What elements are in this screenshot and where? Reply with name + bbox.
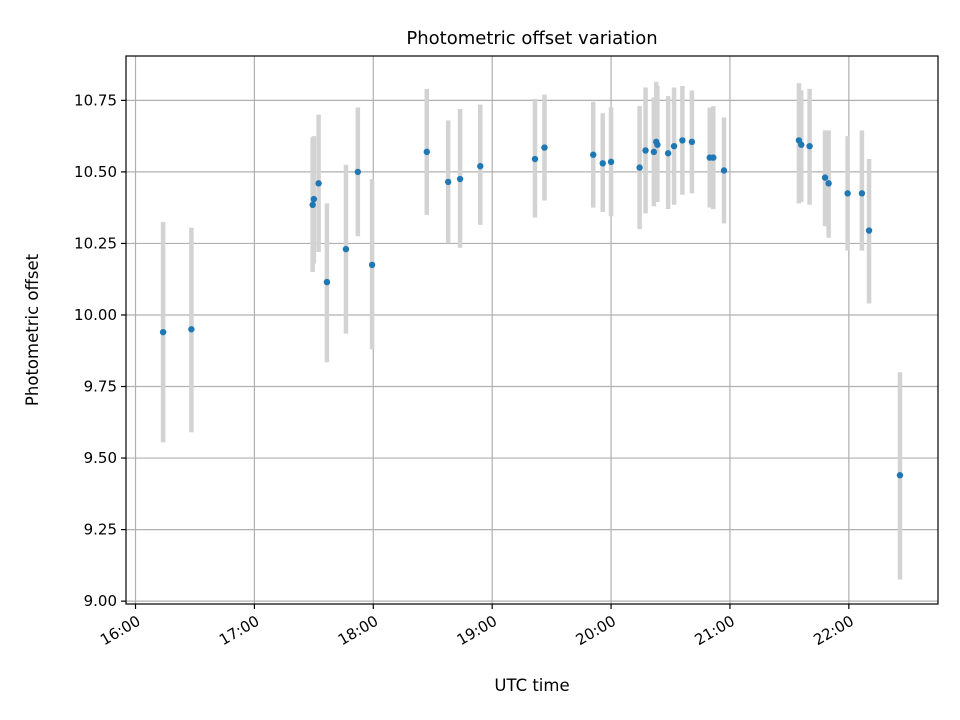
data-point: [710, 154, 717, 161]
data-point: [642, 147, 649, 154]
data-point: [315, 180, 322, 187]
y-tick-label: 10.25: [74, 234, 117, 252]
data-point: [896, 472, 904, 479]
plot-area-frame: [125, 55, 939, 605]
y-tick-label: 9.00: [84, 592, 117, 610]
data-point: [865, 227, 873, 234]
chart-title: Photometric offset variation: [406, 28, 657, 49]
data-point: [636, 164, 643, 171]
data-point: [354, 168, 362, 176]
data-point: [858, 190, 866, 197]
data-point: [541, 144, 548, 151]
data-point: [679, 137, 686, 144]
data-point: [664, 150, 672, 157]
data-point: [477, 162, 484, 170]
data-point: [188, 326, 195, 333]
data-point: [423, 148, 430, 156]
data-point: [456, 175, 464, 183]
data-point: [342, 245, 350, 253]
data-point: [806, 142, 813, 150]
y-tick-label: 9.25: [84, 521, 117, 539]
data-point: [670, 142, 678, 150]
y-tick-label: 10.00: [74, 306, 117, 324]
data-point: [368, 261, 376, 269]
data-point: [323, 278, 331, 286]
data-point: [821, 174, 829, 181]
data-point: [798, 141, 805, 148]
grid: [126, 56, 938, 604]
data-point: [688, 138, 696, 146]
data-points: [159, 137, 904, 479]
data-point: [531, 155, 539, 163]
data-point: [444, 178, 452, 186]
y-tick-label: 10.75: [74, 91, 117, 109]
data-point: [844, 190, 851, 197]
y-axis-ticks: 9.00 9.25 9.50 9.75 10.00 10.25 10.50 10.75: [74, 91, 126, 610]
data-point: [825, 180, 832, 187]
y-axis-label: Photometric offset: [23, 253, 42, 406]
data-point: [720, 167, 728, 174]
x-axis-label: UTC time: [494, 676, 569, 695]
data-point: [654, 141, 661, 148]
data-point: [309, 201, 316, 209]
data-point: [590, 151, 597, 158]
data-point: [159, 328, 167, 336]
data-point: [599, 160, 606, 167]
data-point: [650, 148, 658, 156]
data-point: [607, 158, 615, 166]
y-tick-label: 9.50: [84, 449, 117, 467]
data-point: [310, 195, 318, 203]
y-tick-label: 9.75: [84, 378, 117, 396]
y-tick-label: 10.50: [74, 163, 117, 181]
